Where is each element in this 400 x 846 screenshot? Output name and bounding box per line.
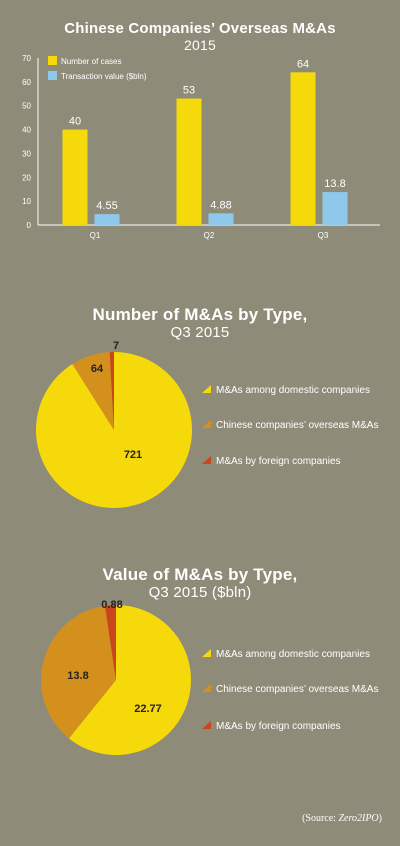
pie-value-title: Value of M&As by Type, (102, 565, 298, 584)
legend-label: Chinese companies’ overseas M&As (216, 420, 378, 431)
bar-value (94, 214, 120, 225)
x-tick-label: Q1 (90, 231, 101, 240)
y-tick-label: 30 (22, 149, 31, 158)
slice-value-label: 13.8 (67, 670, 88, 682)
y-tick-label: 20 (22, 173, 31, 182)
slice-value-label: 0.88 (101, 599, 122, 611)
legend-label: Number of cases (61, 57, 121, 66)
data-label: 4.55 (96, 200, 117, 212)
legend-swatch (48, 56, 57, 65)
legend-marker (202, 721, 211, 729)
slice-value-label: 721 (124, 449, 142, 461)
legend-label: Transaction value ($bln) (61, 72, 147, 81)
legend-marker (202, 385, 211, 393)
bar-chart-title: Chinese Companies’ Overseas M&As (64, 20, 336, 37)
slice-value-label: 22.77 (134, 703, 162, 715)
legend-label: Chinese companies’ overseas M&As (216, 684, 378, 695)
legend-marker (202, 684, 211, 692)
pie-value-chart: 22.77 13.8 0.88 M&As among domestic compani… (40, 599, 378, 755)
source-suffix: ) (378, 813, 382, 824)
y-tick-label: 0 (27, 221, 32, 230)
y-tick-label: 50 (22, 102, 31, 111)
pie-count-section: Number of M&As by Type, Q3 2015 (0, 305, 400, 341)
data-label: 64 (297, 58, 309, 70)
x-tick-label: Q3 (318, 231, 329, 240)
data-label: 13.8 (324, 178, 345, 190)
bar-chart: 0 10 20 30 40 50 60 70 Q1 40 4.55 Q2 53 4.88 Q3 64 13.8 N… (22, 54, 380, 240)
x-tick-label: Q2 (204, 231, 215, 240)
y-tick-label: 40 (22, 126, 31, 135)
legend-swatch (48, 71, 57, 80)
legend-marker (202, 420, 211, 428)
pie-slice (72, 352, 114, 430)
pie-count-title: Number of M&As by Type, (92, 305, 308, 324)
data-label: 4.88 (210, 199, 231, 211)
bar-value (208, 213, 234, 225)
pie-slice (40, 605, 116, 739)
bar-chart-subtitle: 2015 (184, 37, 216, 53)
pie-count-subtitle: Q3 2015 (170, 324, 230, 341)
legend-label: M&As among domestic companies (216, 649, 370, 660)
bar-value (322, 192, 348, 225)
pie-slice (36, 352, 193, 508)
bar-cases (176, 98, 202, 225)
source-note: (Source: Zero2IPO) (302, 813, 382, 824)
legend-label: M&As among domestic companies (216, 385, 370, 396)
source-prefix: (Source: (302, 813, 339, 824)
pie-slice (109, 352, 114, 430)
pie-slice (104, 605, 116, 680)
legend-label: M&As by foreign companies (216, 456, 341, 467)
bar-cases (62, 129, 88, 225)
source-name: Zero2IPO (338, 813, 379, 824)
y-tick-label: 70 (22, 54, 31, 63)
slice-value-label: 64 (91, 363, 104, 375)
data-label: 53 (183, 85, 195, 97)
legend-label: M&As by foreign companies (216, 721, 341, 732)
y-tick-label: 60 (22, 78, 31, 87)
pie-value-section: Value of M&As by Type, Q3 2015 ($bln) (0, 565, 400, 601)
bar-chart-section: Chinese Companies’ Overseas M&As 2015 (0, 20, 400, 53)
bar-cases (290, 72, 316, 225)
legend-marker (202, 456, 211, 464)
slice-value-label: 7 (113, 340, 119, 352)
data-label: 40 (69, 116, 81, 128)
pie-count-chart: 721 64 7 M&As among domestic companies Chine… (36, 340, 378, 508)
pie-slice (68, 605, 191, 755)
legend-marker (202, 649, 211, 657)
y-tick-label: 10 (22, 197, 31, 206)
pie-value-subtitle: Q3 2015 ($bln) (148, 584, 252, 601)
